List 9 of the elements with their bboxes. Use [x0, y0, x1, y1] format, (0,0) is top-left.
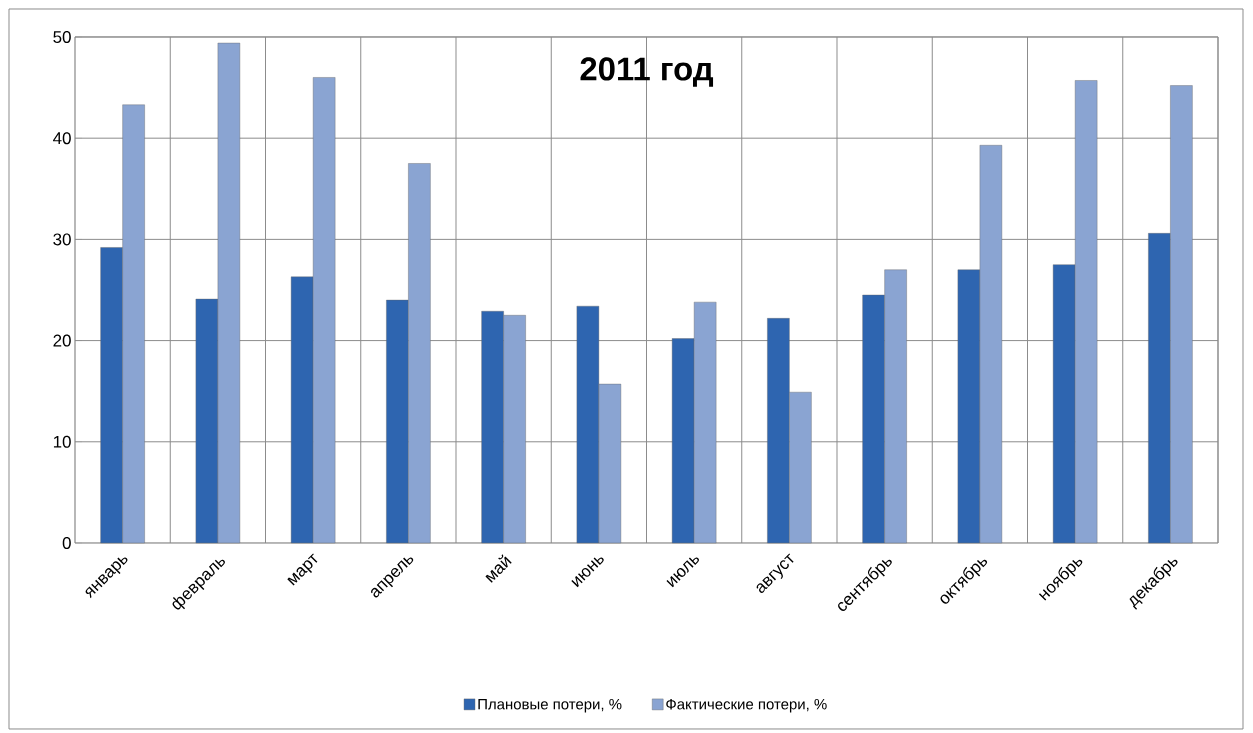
y-tick-label: 40 [53, 132, 71, 145]
text: 2011 год [580, 57, 714, 87]
y-tick-label: 20 [53, 334, 71, 347]
y-tick-label: 50 [53, 30, 71, 43]
y-tick-label: 30 [53, 233, 71, 246]
y-tick-label: 0 [62, 536, 71, 549]
legend-label: Фактические потери, % [666, 698, 827, 713]
y-tick-label: 10 [53, 435, 71, 448]
legend-label: Плановые потери, % [478, 698, 622, 713]
